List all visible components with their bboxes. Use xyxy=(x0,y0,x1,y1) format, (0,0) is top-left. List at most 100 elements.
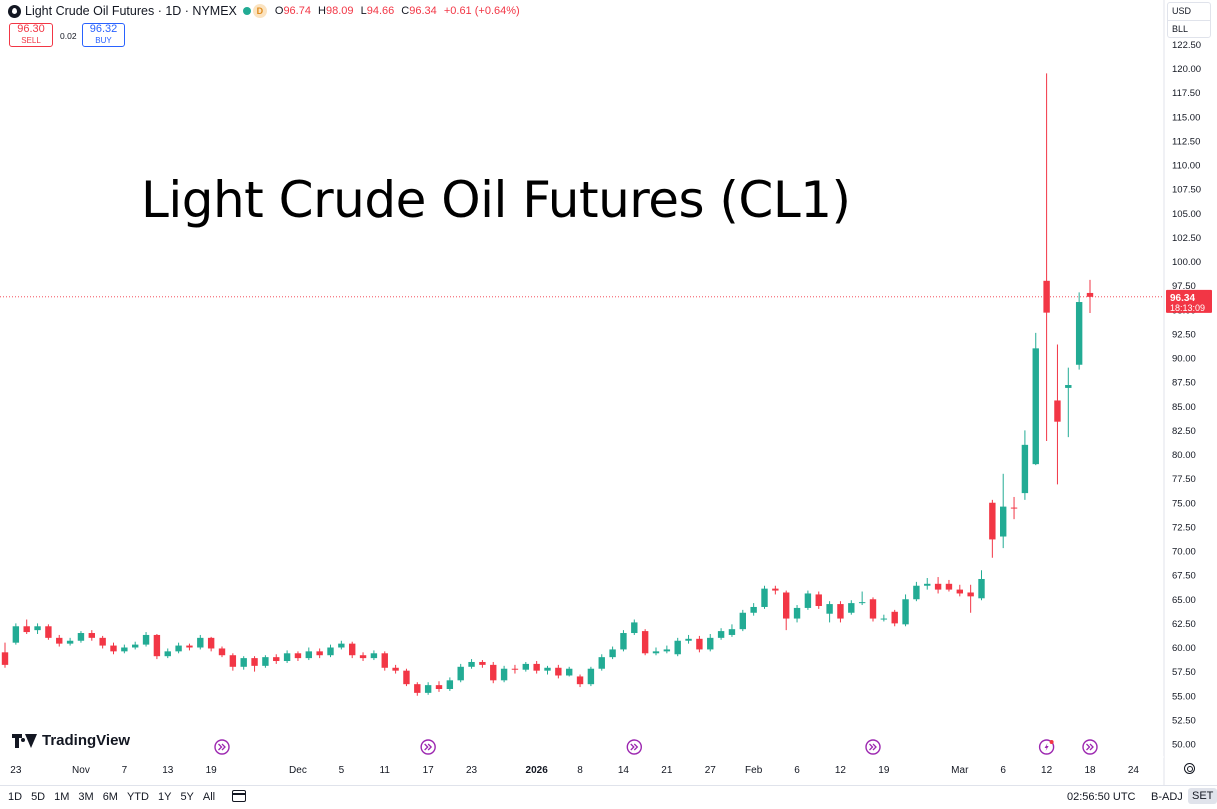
timeframe-all[interactable]: All xyxy=(202,791,216,803)
dividend-event-icon[interactable] xyxy=(865,739,881,755)
candle-body xyxy=(99,637,106,646)
candle-body xyxy=(121,647,128,652)
x-tick-label: Mar xyxy=(951,765,969,776)
adjustment-toggle[interactable]: B-ADJ xyxy=(1151,791,1183,803)
candle-body xyxy=(967,592,974,597)
candle-body xyxy=(978,578,985,599)
candle-body xyxy=(837,604,844,619)
y-tick-label: 85.00 xyxy=(1172,402,1196,413)
y-tick-label: 115.00 xyxy=(1172,112,1200,123)
y-tick-label: 77.50 xyxy=(1172,474,1196,485)
timeframe-5y[interactable]: 5Y xyxy=(180,791,194,803)
flash-event-icon[interactable] xyxy=(1038,739,1055,755)
candle-body xyxy=(1021,444,1029,494)
candle-body xyxy=(56,637,63,644)
candle-body xyxy=(1086,292,1094,297)
session-toggle[interactable]: SET xyxy=(1188,788,1217,804)
candle-body xyxy=(359,655,367,659)
bottom-toolbar: 1D 5D 1M 3M 6M YTD 1Y 5Y All 02:56:50 UTC B-ADJ … xyxy=(0,785,1217,809)
candle-body xyxy=(338,643,345,648)
candle-body xyxy=(186,645,193,648)
x-tick-label: 7 xyxy=(122,765,128,776)
utc-clock[interactable]: 02:56:50 UTC xyxy=(1067,791,1136,803)
candle-body xyxy=(641,631,649,654)
candle-body xyxy=(1000,506,1007,537)
y-tick-label: 92.50 xyxy=(1172,329,1196,340)
calendar-icon[interactable] xyxy=(232,790,246,802)
timeframe-6m[interactable]: 6M xyxy=(102,791,118,803)
candle-body xyxy=(1032,348,1039,465)
candle-body xyxy=(772,588,779,591)
currency-select[interactable]: USD xyxy=(1168,3,1210,21)
candle-body xyxy=(370,653,378,659)
candle-body xyxy=(240,658,247,667)
spread-value: 0.02 xyxy=(60,31,77,41)
candle-body xyxy=(924,583,931,586)
timeframe-ytd[interactable]: YTD xyxy=(126,791,149,803)
candle-body xyxy=(88,633,95,638)
candle-body xyxy=(23,626,30,633)
buy-button[interactable]: 96.32 BUY xyxy=(82,23,125,47)
x-tick-label: 12 xyxy=(1041,765,1053,776)
high-value: 98.09 xyxy=(325,5,354,17)
tradingview-logo[interactable]: TradingView xyxy=(12,732,130,749)
x-tick-label: 8 xyxy=(577,765,583,776)
timeframe-1d[interactable]: 1D xyxy=(8,791,23,803)
currency-unit-selector[interactable]: USD BLL xyxy=(1167,2,1211,38)
dividend-event-icon[interactable] xyxy=(626,739,642,755)
close-value: 96.34 xyxy=(409,5,437,17)
y-tick-label: 50.00 xyxy=(1172,740,1196,751)
candle-body xyxy=(1,652,9,665)
x-tick-label: 13 xyxy=(162,765,174,776)
dividend-event-icon[interactable] xyxy=(214,739,230,755)
delayed-badge[interactable]: D xyxy=(252,4,267,18)
candle-body xyxy=(414,684,421,693)
candle-body xyxy=(1065,385,1072,388)
x-tick-label: 2026 xyxy=(526,765,549,776)
x-tick-label: 11 xyxy=(380,765,391,776)
candle-body xyxy=(262,657,269,666)
sell-button[interactable]: 96.30 SELL xyxy=(9,23,53,47)
candle-body xyxy=(631,622,638,634)
candle-body xyxy=(12,626,20,643)
symbol-title[interactable]: Light Crude Oil Futures · 1D · NYMEX xyxy=(25,4,237,18)
candle-body xyxy=(696,638,703,650)
candle-body xyxy=(826,604,833,614)
x-tick-label: 21 xyxy=(661,765,673,776)
oil-drop-icon xyxy=(8,4,21,18)
settings-gear-icon[interactable] xyxy=(1184,763,1195,774)
y-tick-label: 112.50 xyxy=(1172,136,1200,147)
candle-body xyxy=(663,649,671,652)
dividend-event-icon[interactable] xyxy=(420,739,436,755)
candle-body xyxy=(793,607,801,619)
candle-body xyxy=(707,637,714,650)
timeframe-1m[interactable]: 1M xyxy=(54,791,70,803)
y-tick-label: 82.50 xyxy=(1172,426,1196,437)
buy-label: BUY xyxy=(95,36,112,45)
y-tick-label: 62.50 xyxy=(1172,619,1196,630)
timeframe-1y[interactable]: 1Y xyxy=(157,791,172,803)
y-tick-label: 75.00 xyxy=(1172,498,1196,509)
countdown-value: 18:13:09 xyxy=(1170,303,1205,313)
candle-body xyxy=(153,634,161,657)
candle-body xyxy=(283,653,291,662)
unit-select[interactable]: BLL xyxy=(1172,24,1189,34)
candle-body xyxy=(1075,302,1083,365)
candle-body xyxy=(576,676,584,685)
timeframe-3m[interactable]: 3M xyxy=(78,791,94,803)
x-tick-label: 23 xyxy=(10,765,22,776)
timeframe-5d[interactable]: 5D xyxy=(31,791,46,803)
candle-body xyxy=(598,657,605,669)
low-label: L xyxy=(360,5,367,17)
candle-body xyxy=(739,612,746,630)
candle-body xyxy=(609,649,616,658)
dividend-event-icon[interactable] xyxy=(1082,739,1098,755)
y-tick-label: 80.00 xyxy=(1172,450,1196,461)
y-tick-label: 67.50 xyxy=(1172,571,1196,582)
candle-body xyxy=(522,663,529,670)
x-tick-label: 18 xyxy=(1084,765,1096,776)
candle-body xyxy=(251,658,258,666)
y-tick-label: 72.50 xyxy=(1172,522,1196,533)
market-status-icon[interactable] xyxy=(242,7,251,15)
